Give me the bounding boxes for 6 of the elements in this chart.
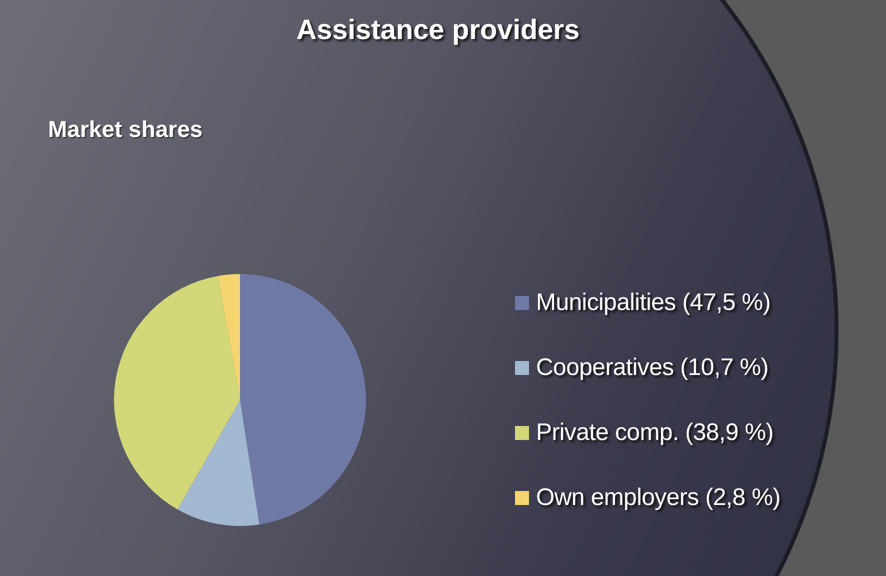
chart-subtitle: Market shares xyxy=(48,116,203,143)
legend-label: Private comp. (38,9 %) xyxy=(536,418,774,447)
chart-title: Assistance providers xyxy=(295,14,581,46)
legend-label: Cooperatives (10,7 %) xyxy=(536,353,768,382)
legend-label: Municipalities (47,5 %) xyxy=(536,288,771,317)
legend-label: Own employers (2,8 %) xyxy=(536,483,780,512)
